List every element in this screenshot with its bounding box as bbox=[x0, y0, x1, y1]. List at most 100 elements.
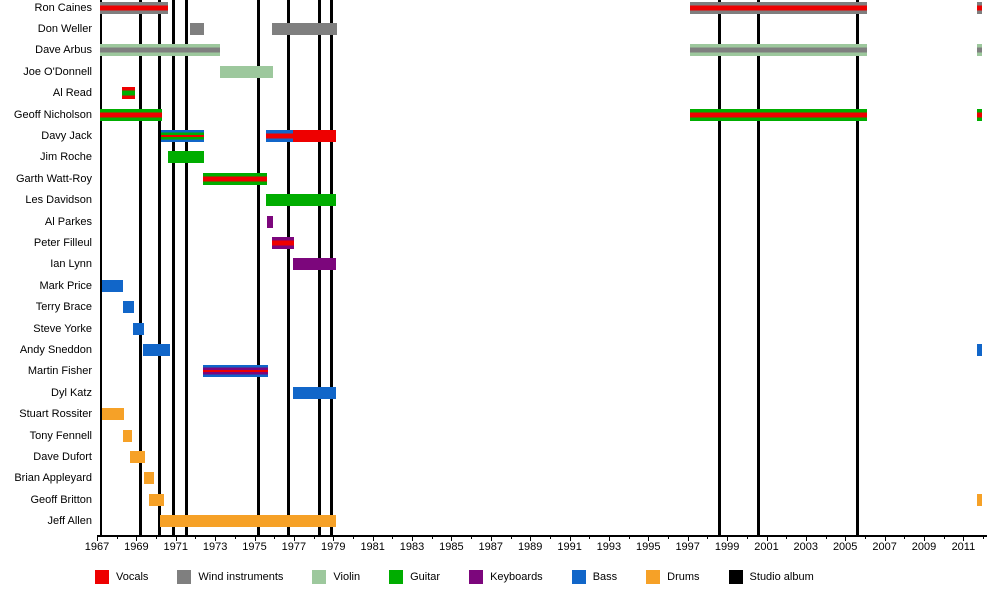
axis-tick bbox=[471, 535, 473, 539]
axis-tick bbox=[392, 535, 394, 539]
axis-tick bbox=[274, 535, 276, 539]
timeline-bar-segment bbox=[149, 493, 164, 506]
year-label: 1995 bbox=[636, 541, 661, 553]
timeline-bar-segment bbox=[160, 515, 337, 528]
member-label: Al Parkes bbox=[44, 215, 92, 228]
legend-item: Wind instruments bbox=[177, 570, 283, 584]
axis-tick bbox=[628, 535, 630, 539]
timeline-bar-segment bbox=[100, 1, 168, 14]
axis-tick bbox=[884, 535, 886, 541]
timeline-bar-segment bbox=[189, 22, 205, 35]
legend-swatch-violin bbox=[312, 570, 327, 584]
year-label: 1983 bbox=[399, 541, 425, 553]
legend-label: Drums bbox=[667, 571, 700, 583]
legend-item: Keyboards bbox=[469, 570, 543, 584]
x-axis-line bbox=[97, 535, 987, 537]
timeline-bar-segment bbox=[100, 44, 221, 57]
axis-tick bbox=[313, 535, 315, 539]
member-label: Al Read bbox=[52, 87, 92, 100]
axis-tick bbox=[490, 535, 492, 541]
timeline-bar-segment bbox=[203, 172, 268, 185]
axis-tick bbox=[746, 535, 748, 539]
axis-tick bbox=[963, 535, 965, 541]
axis-tick bbox=[116, 535, 118, 539]
axis-tick bbox=[943, 535, 945, 539]
timeline-bar-segment bbox=[167, 151, 205, 164]
legend-swatch-album bbox=[728, 570, 743, 584]
legend-item: Bass bbox=[571, 570, 617, 584]
axis-tick bbox=[687, 535, 689, 541]
axis-tick bbox=[254, 535, 256, 541]
year-label: 2011 bbox=[951, 541, 976, 553]
member-label: Tony Fennell bbox=[29, 429, 92, 442]
album-line bbox=[257, 0, 260, 535]
legend-item: Violin bbox=[312, 570, 360, 584]
timeline-bar-segment bbox=[977, 493, 982, 506]
timeline-bar-segment bbox=[977, 343, 982, 356]
timeline-bar-segment bbox=[272, 236, 294, 249]
legend-label: Studio album bbox=[749, 571, 814, 583]
year-label: 1969 bbox=[124, 541, 149, 553]
year-label: 1981 bbox=[360, 541, 385, 553]
year-label: 2009 bbox=[911, 541, 937, 553]
legend-swatch-guitar bbox=[389, 570, 404, 584]
timeline-bar-segment bbox=[220, 65, 274, 78]
timeline-bar-segment bbox=[122, 301, 135, 314]
legend-label: Vocals bbox=[116, 571, 149, 583]
axis-tick bbox=[215, 535, 217, 541]
member-label: Don Weller bbox=[37, 22, 92, 35]
legend-swatch-vocals bbox=[95, 570, 109, 584]
y-axis-line bbox=[100, 0, 102, 535]
axis-tick bbox=[549, 535, 551, 539]
axis-tick bbox=[786, 535, 788, 539]
timeline-bar-segment bbox=[689, 108, 867, 121]
legend-swatch-keyboards bbox=[469, 570, 484, 584]
axis-tick bbox=[372, 535, 374, 541]
axis-tick bbox=[727, 535, 729, 541]
axis-tick bbox=[589, 535, 591, 539]
timeline-bar-segment bbox=[267, 215, 274, 228]
year-label: 2007 bbox=[872, 541, 897, 553]
axis-tick bbox=[924, 535, 925, 541]
legend-label: Guitar bbox=[410, 571, 441, 583]
axis-tick bbox=[825, 535, 827, 539]
member-label: Geoff Nicholson bbox=[13, 108, 92, 121]
legend: Vocals Wind instruments Violin Guitar Keyboa… bbox=[95, 570, 814, 584]
album-line bbox=[138, 0, 142, 535]
axis-tick bbox=[136, 535, 138, 541]
album-line bbox=[185, 0, 189, 535]
legend-item: Vocals bbox=[95, 570, 148, 584]
timeline-bar-segment bbox=[977, 1, 982, 14]
timeline-bar-segment bbox=[161, 129, 205, 142]
year-label: 1975 bbox=[242, 541, 267, 553]
album-line bbox=[172, 0, 176, 535]
timeline-bar-segment bbox=[129, 450, 146, 463]
axis-tick bbox=[234, 535, 236, 539]
legend-swatch-wind bbox=[177, 570, 192, 584]
member-label: Garth Watt-Roy bbox=[16, 172, 92, 185]
timeline-bar-segment bbox=[121, 87, 136, 100]
timeline-bar-segment bbox=[101, 279, 123, 292]
legend-swatch-bass bbox=[571, 570, 586, 584]
axis-tick bbox=[333, 535, 335, 541]
year-label: 1971 bbox=[163, 541, 189, 553]
timeline-bar-segment bbox=[122, 429, 133, 442]
timeline-bar-segment bbox=[100, 108, 162, 121]
member-label: Geoff Britton bbox=[30, 493, 92, 506]
member-label: Ron Caines bbox=[34, 1, 92, 14]
year-label: 1997 bbox=[675, 541, 700, 553]
legend-item: Studio album bbox=[728, 570, 814, 584]
member-label: Dave Dufort bbox=[33, 450, 92, 463]
axis-tick bbox=[156, 535, 158, 539]
axis-tick bbox=[569, 535, 571, 541]
axis-tick bbox=[707, 535, 709, 539]
year-label: 1987 bbox=[478, 541, 504, 553]
year-label: 1977 bbox=[281, 541, 307, 553]
legend-item: Guitar bbox=[389, 570, 440, 584]
album-line bbox=[855, 0, 859, 535]
legend-swatch-drums bbox=[646, 570, 661, 584]
timeline-bar-segment bbox=[143, 343, 170, 356]
member-label: Jeff Allen bbox=[47, 515, 92, 528]
axis-tick bbox=[97, 535, 98, 541]
